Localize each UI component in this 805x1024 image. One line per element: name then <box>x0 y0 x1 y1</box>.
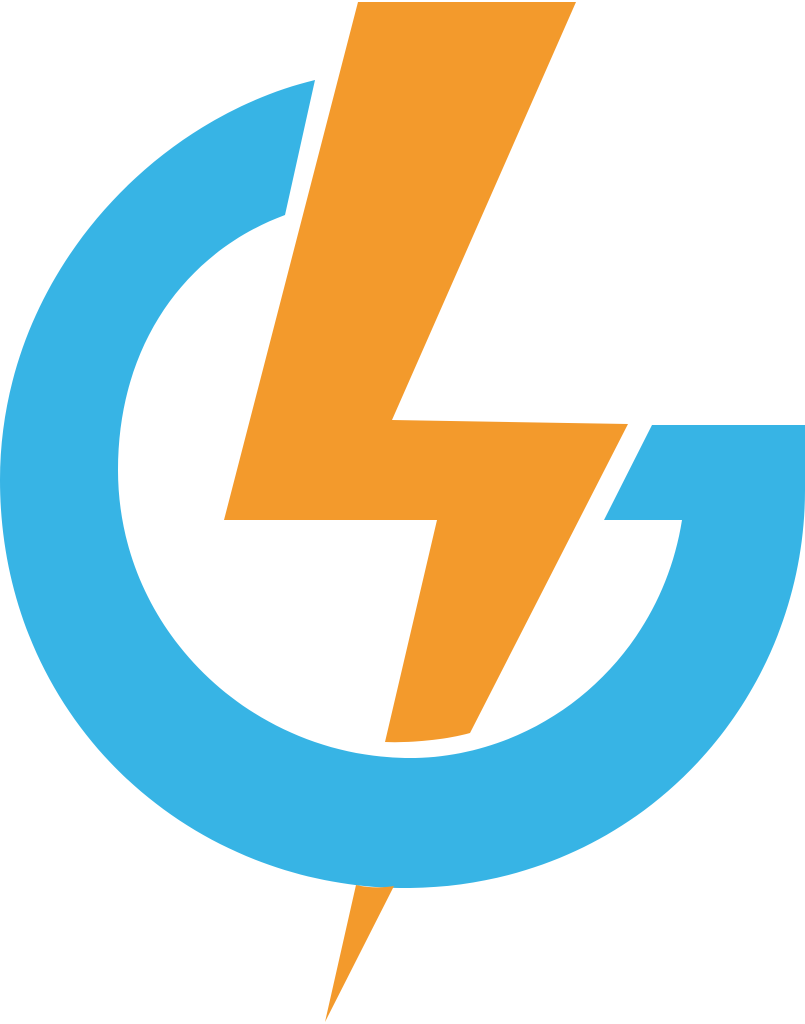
bolt-tail-shape <box>325 885 394 1022</box>
bolt-upper-shape <box>224 2 628 743</box>
g-ring-shape <box>0 80 805 889</box>
